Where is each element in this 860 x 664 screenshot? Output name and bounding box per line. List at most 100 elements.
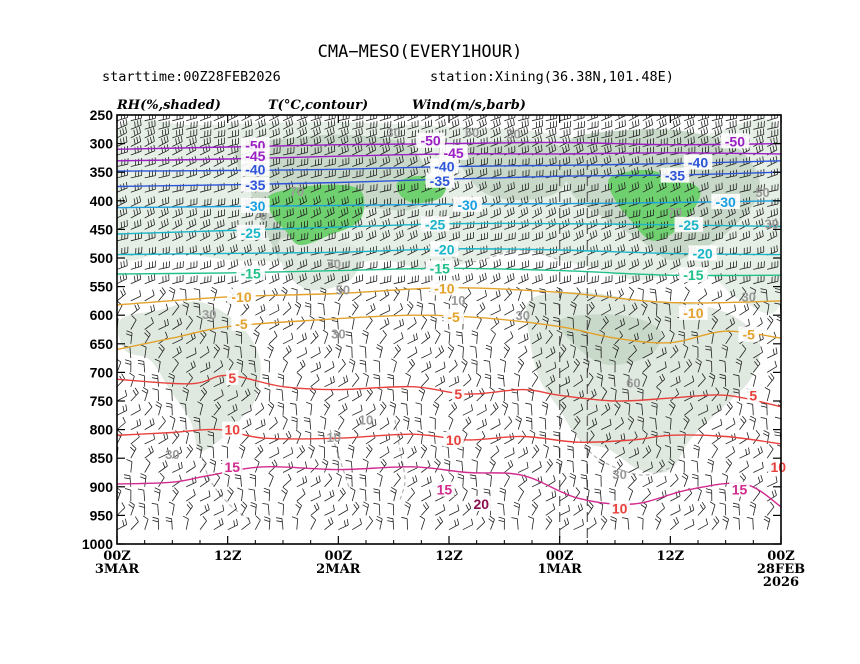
wind-barb [310, 169, 322, 179]
wind-barb [213, 401, 222, 416]
wind-barb [573, 415, 581, 430]
rh-label: 30 [741, 289, 755, 304]
wind-barb [531, 218, 543, 230]
wind-barb [628, 447, 640, 459]
wind-barb [296, 347, 308, 359]
wind-barb [462, 157, 474, 167]
wind-barb [475, 443, 482, 459]
wind-barb [518, 126, 529, 139]
wind-barb [144, 218, 155, 230]
wind-barb [499, 358, 506, 373]
wind-barb [263, 487, 270, 502]
wind-barb [490, 207, 501, 219]
wind-barb [518, 461, 529, 473]
y-tick-label: 450 [90, 221, 114, 237]
temperature-label: -50 [420, 133, 440, 149]
wind-barb [517, 318, 529, 330]
wind-barb [612, 343, 619, 359]
wind-barb [338, 231, 350, 242]
wind-barb [338, 127, 349, 139]
wind-barb [227, 259, 239, 270]
wind-barb [241, 517, 251, 531]
wind-barb [471, 330, 478, 344]
wind-barb [760, 402, 768, 416]
wind-barb [255, 418, 266, 430]
wind-barb [209, 330, 216, 344]
wind-barb [421, 489, 432, 502]
temperature-label-bg [711, 193, 740, 209]
wind-barb [338, 375, 349, 388]
wind-barb [296, 461, 307, 473]
wind-barb [168, 286, 176, 301]
legend-temperature: T(°C,contour) [268, 98, 368, 113]
wind-barb [199, 208, 211, 219]
wind-barb [656, 347, 667, 359]
wind-barb [144, 196, 156, 207]
wind-barb [365, 431, 376, 445]
wind-barb [711, 157, 724, 167]
wind-barb [752, 301, 760, 316]
wind-barb [144, 135, 155, 147]
wind-barb [158, 127, 170, 139]
wind-barb [682, 343, 689, 359]
wind-barb [165, 388, 173, 402]
wind-barb [296, 158, 309, 167]
wind-barb [117, 389, 128, 402]
wind-barb [213, 129, 226, 139]
wind-barb [621, 388, 630, 402]
wind-barb [296, 126, 307, 139]
wind-barb [504, 126, 515, 139]
wind-barb [407, 275, 419, 285]
temperature-label-bg [425, 172, 455, 188]
wind-barb [711, 418, 723, 430]
wind-barb [144, 169, 157, 179]
wind-barb [199, 120, 212, 130]
wind-barb [584, 444, 591, 459]
wind-barb [263, 516, 271, 530]
wind-barb [668, 458, 675, 473]
wind-barb [282, 157, 295, 167]
wind-barb [155, 401, 162, 416]
wind-barb [545, 515, 553, 530]
wind-barb [282, 430, 292, 445]
wind-barb [171, 358, 179, 373]
wind-barb [158, 135, 169, 147]
wind-barb [158, 318, 169, 330]
wind-barb [267, 343, 274, 359]
wind-barb [642, 196, 654, 207]
wind-barb [462, 258, 473, 270]
wind-barb [545, 144, 557, 156]
wind-barb [172, 218, 183, 230]
wind-barb [348, 358, 356, 373]
wind-barb [172, 120, 184, 130]
wind-barb [656, 475, 667, 488]
wind-barb [248, 359, 256, 373]
wind-barb [725, 289, 736, 302]
wind-barb [352, 274, 364, 285]
wind-barb [448, 128, 460, 139]
wind-barb [656, 232, 668, 242]
wind-barb [310, 475, 321, 488]
wind-barb [269, 273, 280, 285]
wind-barb [269, 137, 281, 147]
wind-barb [324, 376, 335, 388]
temperature-label: -25 [679, 217, 699, 233]
wind-barb [213, 229, 224, 242]
wind-barb [525, 402, 533, 416]
wind-barb [504, 272, 515, 285]
wind-barb [670, 473, 679, 488]
wind-barb [649, 288, 657, 301]
wind-barb [282, 208, 294, 219]
wind-barb [213, 244, 225, 256]
wind-barb [365, 315, 373, 330]
temperature-label-bg [241, 176, 270, 192]
wind-barb [518, 182, 529, 193]
wind-barb [282, 195, 294, 207]
wind-barb [158, 472, 165, 488]
wind-barb [594, 488, 602, 502]
wind-barb [614, 129, 627, 139]
wind-barb [573, 143, 584, 156]
wind-barb [753, 183, 765, 193]
wind-barb [583, 487, 590, 502]
wind-barb [573, 245, 585, 256]
